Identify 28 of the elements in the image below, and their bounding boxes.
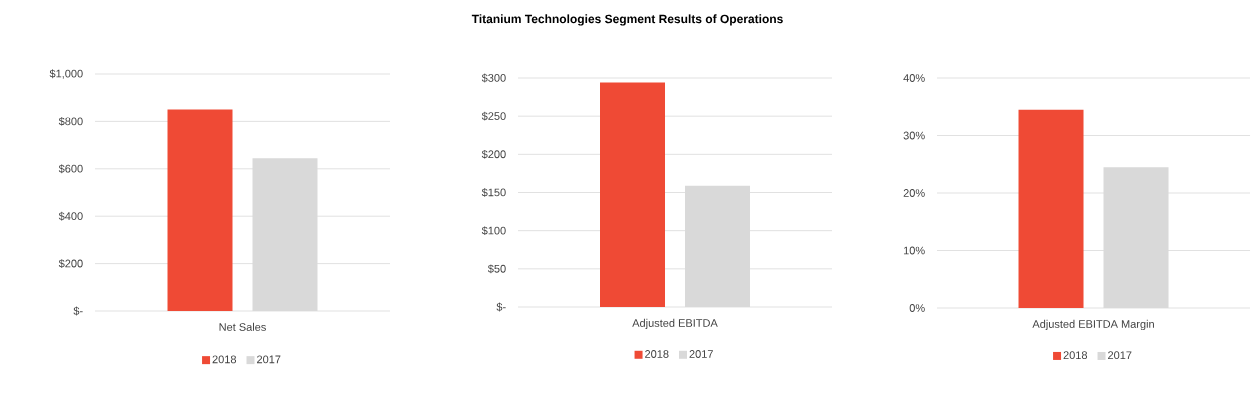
- y-tick-label: 20%: [903, 189, 925, 197]
- y-tick-label: $600: [58, 164, 83, 174]
- y-tick-label: $-: [496, 302, 506, 312]
- y-tick-label: 40%: [903, 74, 925, 82]
- y-tick-label: $400: [58, 211, 83, 221]
- legend-label: 2017: [689, 350, 713, 358]
- chart-title: Titanium Technologies Segment Results of Operations: [471, 14, 783, 26]
- y-tick-label: $100: [481, 226, 506, 236]
- y-tick-label: $200: [58, 259, 83, 269]
- y-tick-label: 0%: [909, 304, 925, 312]
- x-tick-label: Adjusted EBITDA Margin: [1032, 319, 1154, 331]
- y-tick-label: $50: [487, 264, 506, 274]
- legend-label: 2018: [1063, 351, 1088, 360]
- legend-label: 2017: [1108, 351, 1132, 360]
- legend-label: 2017: [257, 355, 281, 364]
- y-tick-label: $300: [481, 73, 506, 83]
- y-tick-label: $1,000: [49, 69, 83, 79]
- y-tick-label: $150: [481, 188, 506, 197]
- x-tick-label: Adjusted EBITDA: [632, 318, 718, 330]
- y-tick-label: $-: [73, 306, 83, 316]
- y-tick-label: $200: [481, 149, 506, 159]
- y-tick-label: $800: [58, 116, 83, 126]
- y-tick-label: 10%: [903, 246, 925, 255]
- y-tick-label: $250: [481, 111, 506, 121]
- x-tick-label: Net Sales: [219, 322, 266, 331]
- y-tick-label: 30%: [903, 131, 925, 140]
- legend-label: 2018: [645, 350, 669, 358]
- legend-label: 2018: [212, 355, 237, 364]
